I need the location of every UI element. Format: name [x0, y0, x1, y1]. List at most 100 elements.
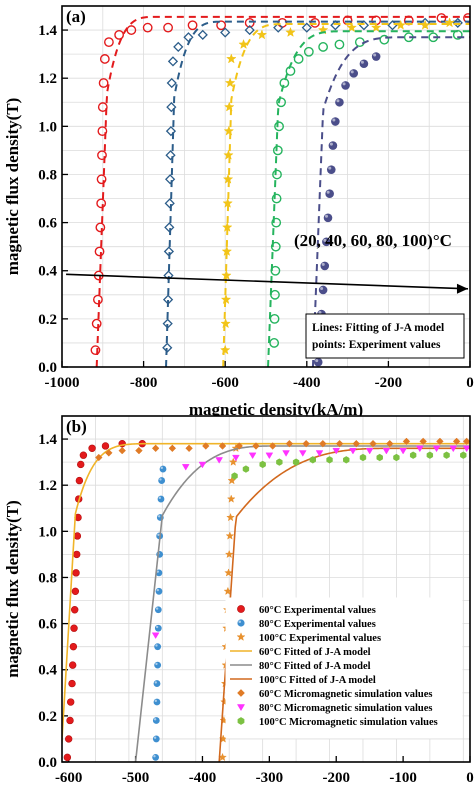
data-point — [452, 17, 463, 28]
series-layer — [62, 437, 470, 762]
y-tick-label: 0.8 — [38, 570, 57, 586]
data-point — [285, 439, 294, 448]
y-tick-label: 0.0 — [38, 755, 57, 771]
data-point — [232, 454, 240, 462]
data-point — [118, 446, 126, 455]
y-tick-label: 0.2 — [38, 312, 57, 328]
data-point — [142, 22, 153, 33]
data-point — [359, 59, 369, 69]
data-point — [313, 357, 323, 367]
legend-symbol — [237, 689, 245, 697]
data-point — [152, 753, 160, 761]
data-point — [298, 450, 307, 457]
data-point — [197, 29, 208, 40]
data-point — [95, 453, 103, 462]
data-point — [162, 318, 173, 329]
data-point — [95, 222, 106, 233]
y-tick-label: 0.2 — [38, 709, 57, 725]
data-point — [222, 173, 234, 184]
data-point — [225, 531, 235, 540]
x-tick-label: 0 — [466, 770, 474, 786]
data-point-highlight — [321, 262, 325, 266]
data-point-highlight — [329, 142, 333, 146]
data-point-highlight — [332, 118, 336, 122]
data-point — [436, 437, 444, 446]
data-point — [452, 437, 461, 446]
data-point — [66, 716, 74, 725]
data-point — [64, 735, 73, 743]
data-point — [219, 344, 231, 355]
legend-label: 60°C Micromagnetic simulation values — [259, 689, 432, 700]
legend-symbol — [236, 704, 246, 712]
temperature-annotation: (20, 40, 60, 80, 100)°C — [294, 231, 452, 250]
legend-symbol — [237, 619, 245, 627]
data-point — [326, 165, 336, 174]
x-tick-label: -600 — [211, 375, 239, 391]
legend-symbol — [237, 605, 245, 613]
data-point — [173, 41, 184, 53]
data-point — [419, 437, 427, 446]
data-point — [154, 606, 162, 614]
data-point — [349, 69, 359, 78]
data-point — [224, 568, 233, 577]
data-point-highlight — [350, 70, 354, 74]
data-point — [274, 121, 284, 132]
x-tick-label: -200 — [322, 770, 350, 786]
data-point — [226, 512, 235, 522]
data-point — [98, 78, 109, 88]
data-point-highlight — [328, 166, 332, 170]
data-point — [185, 444, 193, 453]
series-8 — [231, 451, 467, 480]
data-point — [285, 26, 296, 37]
data-point — [224, 549, 234, 559]
data-point-highlight — [157, 533, 160, 536]
data-point — [236, 704, 246, 712]
legend-box — [225, 597, 463, 739]
data-point — [154, 661, 162, 669]
chart-panel-a: -1000 -800 -600 -400 -200 0 0.0 0.2 0.4 0.6 0.8 1.0… — [3, 5, 474, 419]
panel-label: (a) — [66, 7, 86, 26]
data-point — [270, 241, 281, 252]
data-point — [365, 447, 374, 455]
data-point — [162, 294, 174, 305]
data-point — [96, 198, 107, 209]
data-point-highlight — [325, 214, 329, 218]
data-point — [259, 460, 266, 469]
data-point — [248, 452, 257, 460]
data-point-highlight — [323, 238, 327, 242]
data-point — [163, 246, 175, 257]
legend-label: 80°C Fitted of J-A model — [259, 661, 371, 672]
legend-label: 100°C Fitted of J-A model — [259, 675, 376, 686]
data-point-highlight — [158, 496, 161, 500]
data-point — [222, 197, 233, 208]
fit-line — [222, 23, 470, 367]
data-point — [242, 465, 250, 473]
y-tick-label: 0.6 — [38, 617, 57, 633]
data-point — [270, 289, 280, 300]
data-point — [343, 456, 350, 464]
y-tick-label: 1.4 — [38, 432, 57, 448]
data-point — [269, 338, 280, 348]
data-point — [328, 141, 338, 150]
data-point-highlight — [153, 755, 156, 758]
data-point — [332, 447, 341, 455]
data-point — [221, 245, 233, 256]
data-point — [276, 458, 283, 466]
series-4 — [134, 445, 470, 762]
legend-label: 80°C Experimental values — [259, 619, 376, 630]
data-point — [158, 477, 166, 484]
y-axis-label: magnetic flux density(T) — [3, 500, 22, 678]
data-point — [77, 460, 85, 469]
legend-symbol — [236, 632, 246, 641]
data-point — [269, 313, 280, 324]
y-tick-label: 0.4 — [38, 663, 57, 679]
x-tick-label: -1000 — [45, 375, 80, 391]
data-point — [223, 149, 234, 160]
data-point — [69, 661, 77, 669]
data-point — [97, 126, 108, 137]
data-point — [326, 456, 333, 464]
data-point — [226, 53, 237, 64]
data-point — [153, 698, 161, 706]
note-line: Lines: Fitting of J-A model — [312, 322, 444, 334]
